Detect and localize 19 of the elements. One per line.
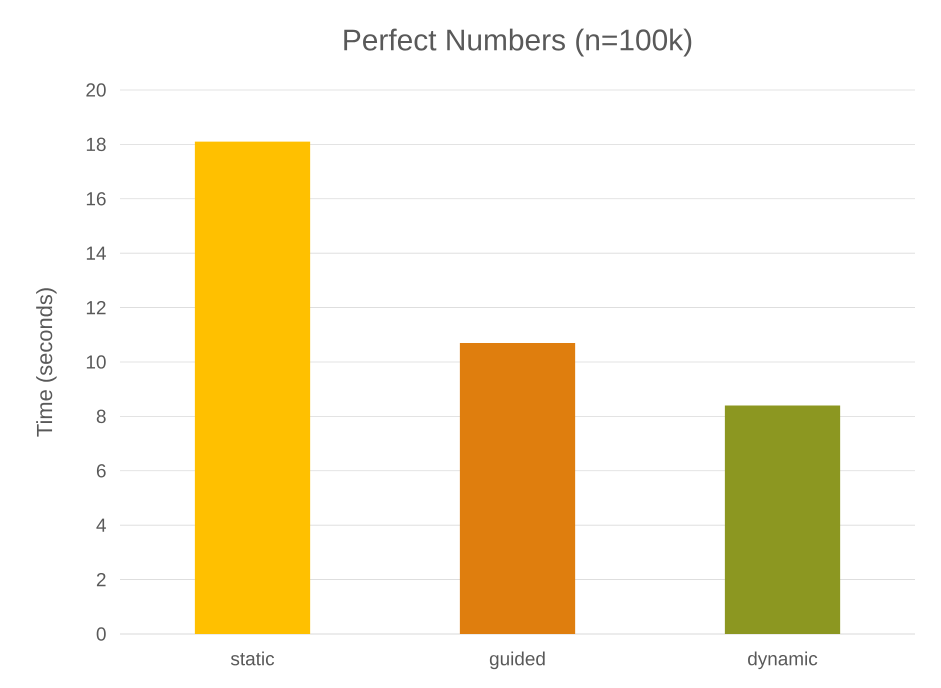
y-tick-label: 0 xyxy=(96,627,106,641)
bar xyxy=(194,142,310,634)
y-axis-title: Time (seconds) xyxy=(36,288,57,437)
y-tick-label: 12 xyxy=(86,300,106,314)
chart-title: Perfect Numbers (n=100k) xyxy=(344,28,692,56)
bar xyxy=(724,406,840,634)
y-tick-label: 4 xyxy=(96,518,106,532)
x-tick-label: guided xyxy=(490,652,545,670)
y-tick-label: 14 xyxy=(86,246,106,260)
y-tick-label: 2 xyxy=(96,572,106,586)
y-tick-label: 6 xyxy=(96,464,106,478)
y-tick-label: 20 xyxy=(86,83,106,97)
bar xyxy=(460,342,576,634)
y-tick-label: 8 xyxy=(96,410,106,424)
y-tick-label: 10 xyxy=(86,355,106,369)
y-tick-label: 16 xyxy=(86,192,106,206)
x-tick-label: dynamic xyxy=(748,652,818,670)
y-tick-label: 18 xyxy=(86,138,106,152)
x-tick-label: static xyxy=(230,652,274,666)
